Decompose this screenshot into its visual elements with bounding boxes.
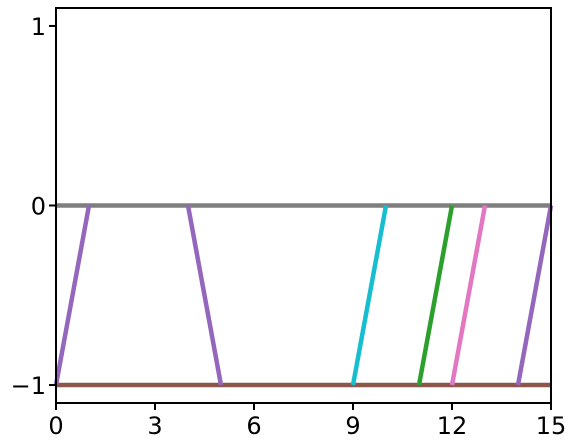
x-tick-label-4: 12	[437, 412, 468, 440]
y-tick-label-1: 0	[31, 193, 46, 221]
x-tick-label-1: 3	[147, 412, 162, 440]
series-layer	[53, 203, 554, 388]
series-line-2	[53, 205, 92, 386]
series-line-4	[350, 205, 389, 386]
series-line-5	[416, 205, 455, 386]
series-line-6	[449, 205, 488, 386]
plot-frame	[55, 7, 552, 404]
x-tick-label-0: 0	[48, 412, 63, 440]
y-tick-label-2: 1	[31, 13, 46, 41]
y-tick-label-0: −1	[11, 372, 46, 400]
x-tick-label-2: 6	[246, 412, 261, 440]
series-line-3	[185, 205, 224, 386]
series-line-7	[515, 205, 554, 386]
x-tick-label-5: 15	[536, 412, 567, 440]
x-tick-label-3: 9	[345, 412, 360, 440]
ticks-layer: 0 3 6 9 12 15−101	[11, 13, 567, 440]
